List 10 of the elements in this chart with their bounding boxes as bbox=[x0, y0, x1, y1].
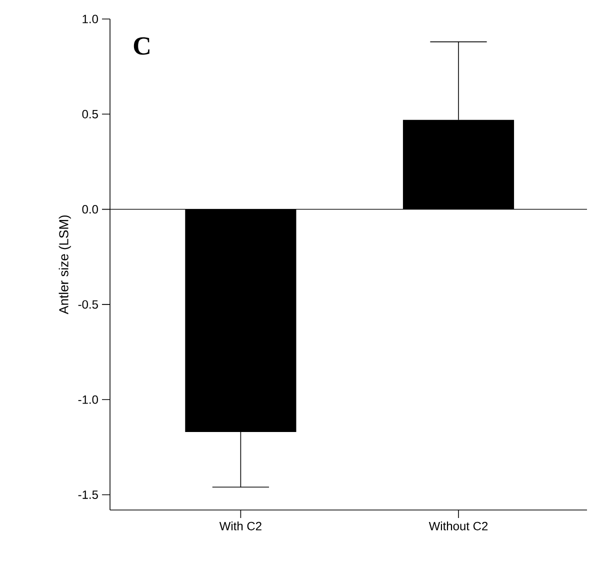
x-tick-label: With C2 bbox=[219, 522, 262, 530]
y-tick-label: -1.5 bbox=[78, 490, 98, 499]
x-tick-label: Without C2 bbox=[428, 522, 488, 530]
y-tick-label: 0.5 bbox=[82, 110, 98, 118]
y-tick-label: 1.0 bbox=[82, 14, 98, 24]
annotation: C bbox=[134, 37, 150, 55]
y-tick-label: 0.0 bbox=[82, 205, 98, 214]
y-axis-title: Antler size (LSM) bbox=[58, 215, 71, 314]
y-tick-label: -0.5 bbox=[78, 300, 98, 309]
y-tick-label: -1.0 bbox=[78, 395, 98, 404]
